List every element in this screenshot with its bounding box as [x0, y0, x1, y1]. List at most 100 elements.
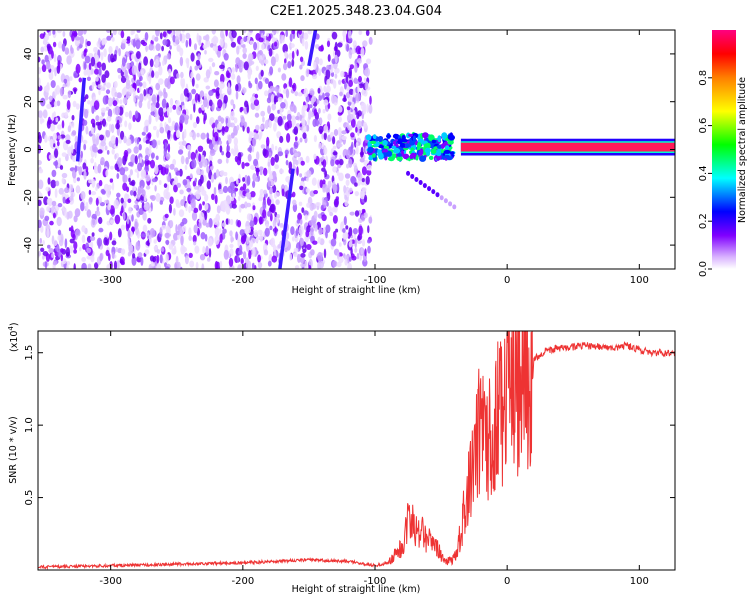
noise-speckle: [179, 168, 183, 177]
noise-speckle: [45, 61, 51, 70]
noise-speckle: [242, 53, 247, 59]
noise-speckle: [207, 238, 213, 247]
signal-speckle: [436, 150, 442, 157]
noise-speckle: [158, 65, 163, 76]
noise-speckle: [259, 169, 263, 176]
noise-speckle: [297, 157, 301, 165]
noise-speckle: [168, 117, 172, 124]
noise-speckle: [299, 257, 305, 264]
noise-speckle: [181, 105, 186, 110]
noise-speckle: [308, 264, 312, 269]
noise-speckle: [252, 180, 256, 188]
noise-speckle: [255, 65, 259, 72]
noise-speckle: [320, 204, 324, 211]
noise-speckle: [271, 103, 277, 111]
noise-speckle: [295, 159, 299, 166]
noise-speckle: [212, 45, 218, 52]
signal-speckle: [402, 153, 410, 160]
noise-speckle: [90, 126, 95, 135]
noise-speckle: [219, 260, 223, 269]
noise-speckle: [274, 211, 278, 217]
noise-speckle: [153, 108, 158, 118]
noise-speckle: [363, 77, 367, 83]
noise-speckle: [345, 225, 349, 230]
noise-speckle: [129, 190, 134, 196]
noise-speckle: [90, 157, 94, 164]
noise-speckle: [122, 97, 128, 105]
noise-speckle: [175, 35, 180, 45]
noise-speckle: [80, 150, 83, 159]
noise-speckle: [217, 158, 223, 165]
noise-speckle: [82, 139, 88, 145]
noise-speckle: [242, 30, 247, 34]
spectrogram-xtick-label: -200: [231, 275, 254, 286]
noise-speckle: [268, 120, 272, 129]
noise-speckle: [51, 253, 54, 258]
noise-speckle: [299, 64, 303, 70]
noise-speckle: [277, 109, 281, 114]
noise-speckle: [289, 33, 293, 42]
noise-speckle: [66, 55, 72, 65]
noise-speckle: [331, 31, 338, 40]
noise-speckle: [78, 77, 83, 83]
noise-speckle: [181, 83, 184, 89]
noise-speckle: [349, 187, 353, 193]
noise-speckle: [111, 37, 115, 42]
spectrogram-xlabel: Height of straight line (km): [292, 285, 421, 296]
noise-speckle: [321, 133, 325, 140]
noise-speckle: [38, 190, 42, 201]
noise-speckle: [228, 257, 234, 267]
noise-speckle: [322, 92, 325, 100]
noise-speckle: [322, 109, 326, 114]
noise-speckle: [318, 68, 322, 76]
noise-speckle: [188, 37, 192, 48]
noise-speckle: [179, 47, 184, 57]
noise-speckle: [297, 126, 301, 131]
noise-speckle: [295, 115, 300, 121]
noise-speckle: [219, 145, 223, 153]
noise-speckle: [150, 111, 155, 116]
noise-speckle: [95, 197, 99, 206]
noise-speckle: [66, 264, 69, 269]
noise-speckle: [125, 91, 131, 99]
noise-speckle: [52, 260, 58, 266]
noise-speckle: [87, 100, 91, 105]
noise-speckle: [189, 260, 195, 268]
noise-speckle: [297, 253, 301, 263]
noise-speckle: [61, 172, 68, 179]
signal-speckle: [420, 138, 424, 144]
noise-speckle: [355, 92, 361, 102]
noise-speckle: [206, 180, 211, 190]
noise-speckle: [88, 189, 92, 195]
noise-speckle: [306, 177, 309, 182]
noise-speckle: [152, 256, 157, 263]
noise-speckle: [159, 126, 165, 134]
noise-speckle: [350, 118, 356, 128]
noise-speckle: [119, 167, 126, 176]
noise-speckle: [315, 202, 321, 207]
noise-speckle: [140, 169, 147, 180]
noise-speckle: [242, 47, 247, 54]
noise-speckle: [306, 244, 312, 250]
noise-speckle: [95, 54, 100, 64]
noise-speckle: [184, 164, 188, 171]
noise-speckle: [302, 248, 306, 254]
noise-speckle: [75, 228, 81, 237]
noise-speckle: [104, 199, 110, 204]
noise-speckle: [82, 30, 87, 35]
noise-speckle: [67, 90, 72, 99]
noise-speckle: [284, 149, 289, 155]
noise-speckle: [48, 31, 52, 36]
noise-speckle: [264, 90, 269, 97]
noise-speckle: [300, 75, 305, 82]
noise-speckle: [124, 120, 128, 128]
noise-speckle: [353, 165, 358, 174]
noise-speckle: [137, 162, 143, 172]
noise-speckle: [173, 208, 176, 216]
tail-speckle: [431, 189, 436, 195]
noise-speckle: [340, 70, 345, 78]
noise-speckle: [111, 148, 115, 155]
noise-speckle: [305, 230, 310, 238]
noise-speckle: [291, 50, 295, 60]
noise-speckle: [73, 249, 77, 254]
